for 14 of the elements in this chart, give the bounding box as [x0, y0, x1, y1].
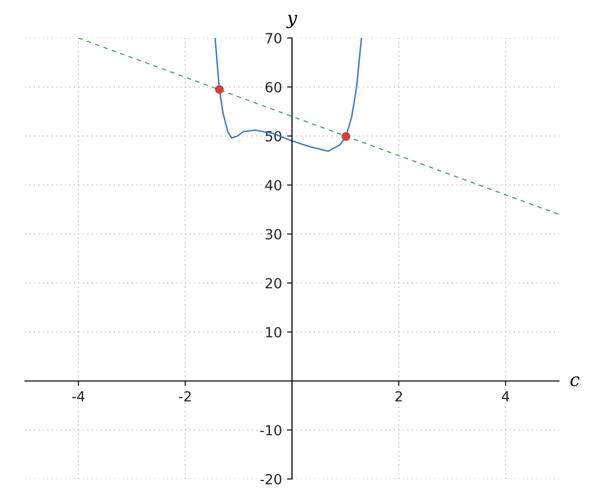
- x-axis-title: c: [570, 376, 580, 386]
- y-axis-title: y: [286, 14, 298, 28]
- y-tick-label: 70: [266, 32, 282, 44]
- y-tick-label: -10: [260, 424, 282, 436]
- x-tick-label: 2: [395, 391, 402, 402]
- y-tick-label: 40: [265, 180, 282, 190]
- x-tick-label: -4: [72, 391, 85, 402]
- y-tick-label: 10: [266, 326, 282, 338]
- y-tick-label: 30: [266, 228, 282, 240]
- y-tick-label: 20: [266, 278, 282, 288]
- y-tick-label: -20: [260, 474, 282, 484]
- y-tick-label: 60: [266, 82, 282, 92]
- x-tick-label: 4: [502, 391, 510, 402]
- x-tick-label: -2: [178, 391, 191, 402]
